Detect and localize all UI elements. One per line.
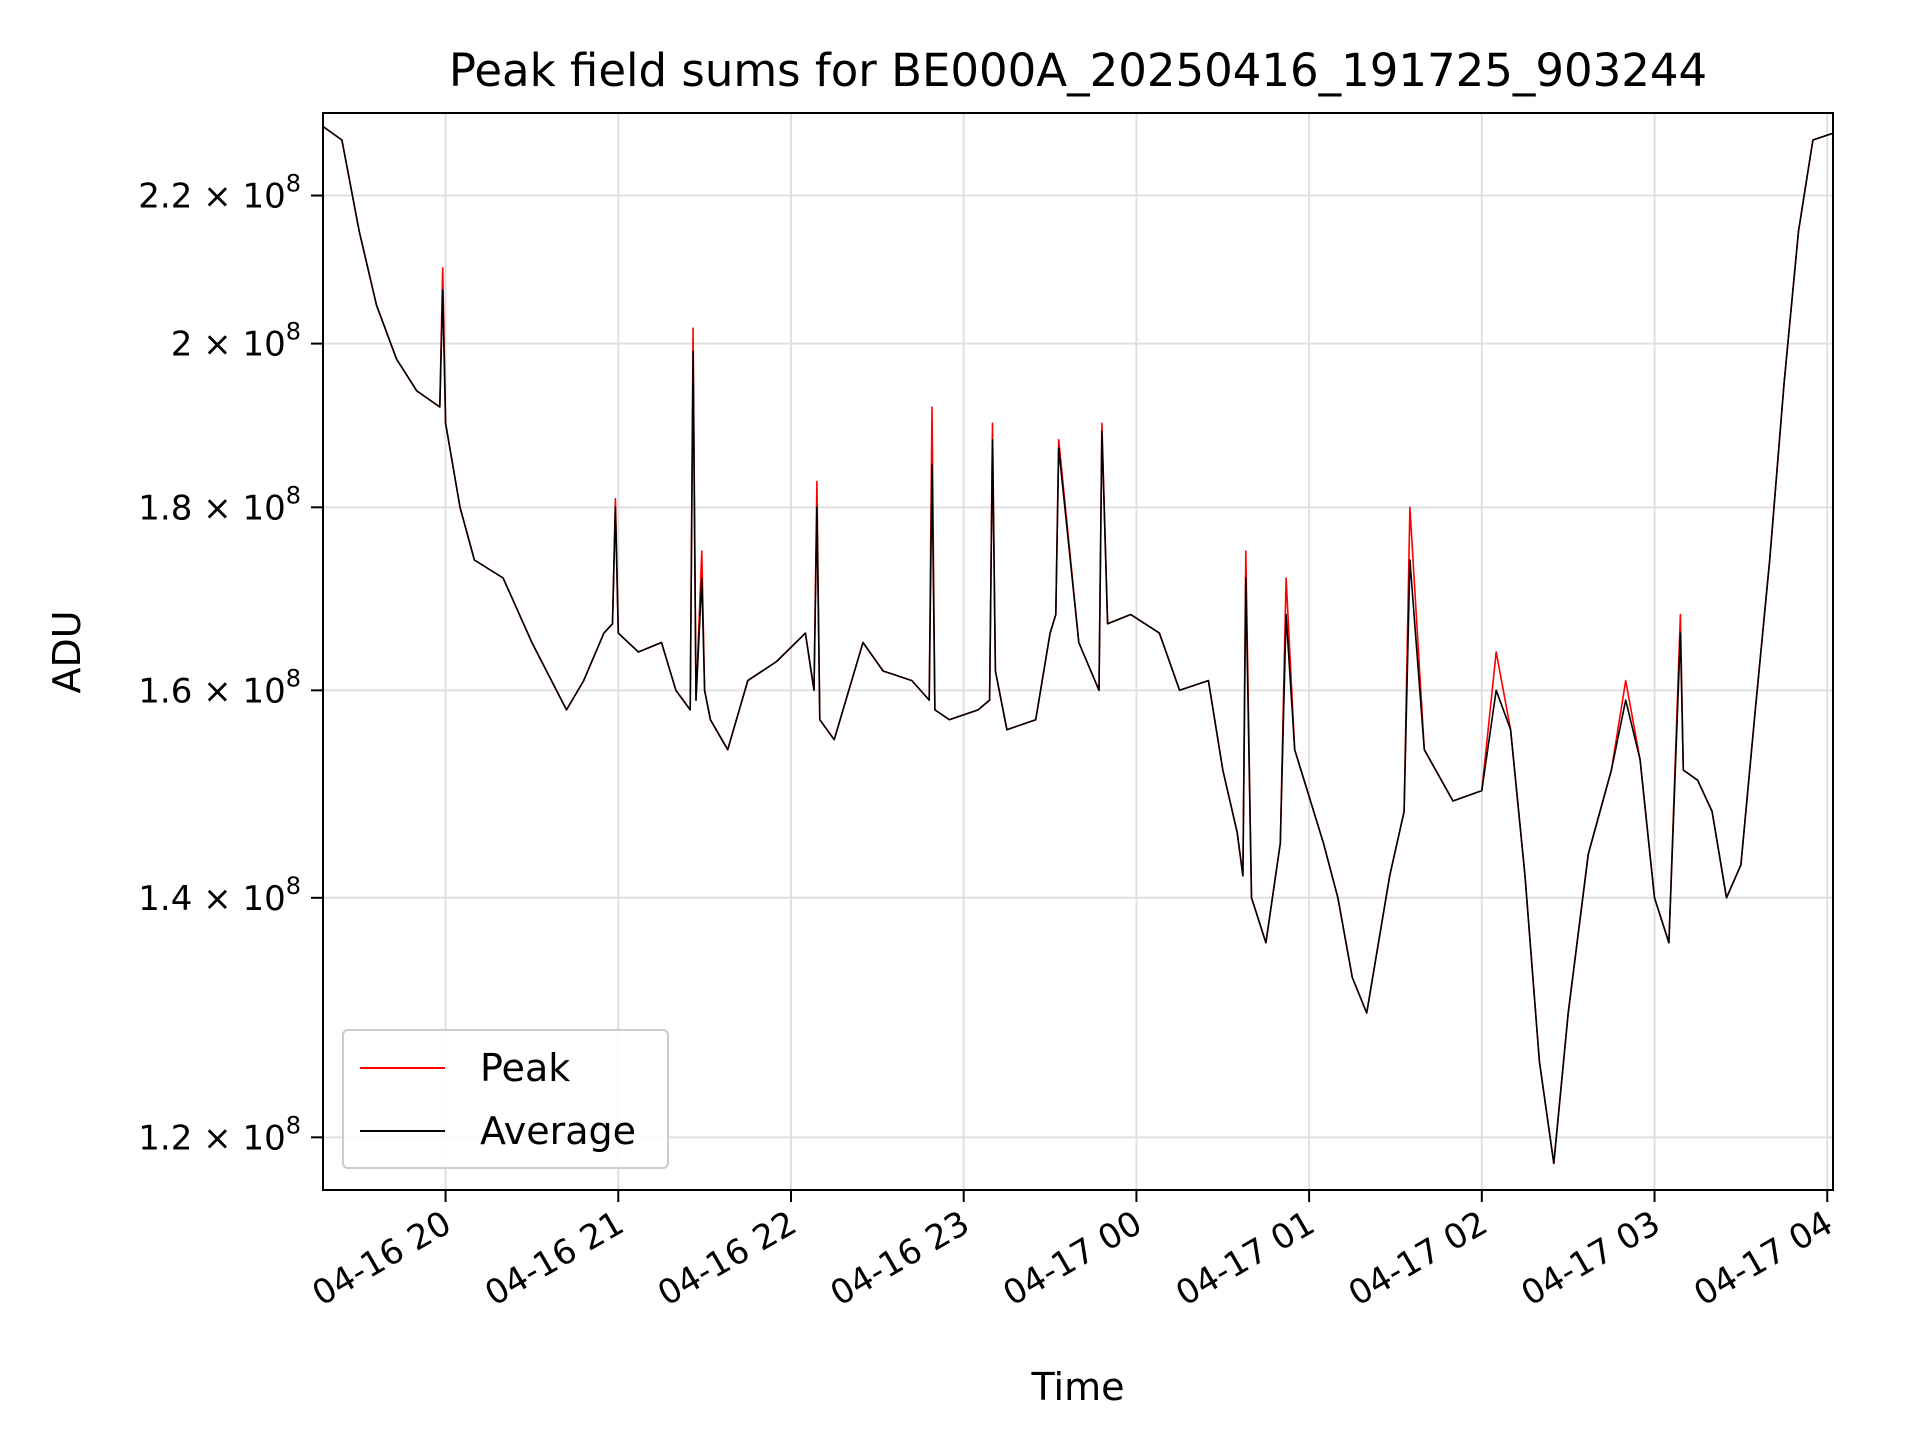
series-layer <box>322 125 1834 1165</box>
series-line-average <box>322 125 1834 1165</box>
y-tick-label: 1.6 × 108 <box>138 664 301 711</box>
y-tick-label: 1.2 × 108 <box>138 1111 301 1158</box>
y-axis-ticks: 1.2 × 108 1.4 × 108 1.6 × 108 1.8 × 108 2 × … <box>138 170 323 1158</box>
grid-lines <box>323 113 1833 1190</box>
x-axis-label: Time <box>1031 1365 1125 1409</box>
legend-label-peak: Peak <box>480 1046 570 1090</box>
plot-frame <box>322 112 1834 1191</box>
y-tick-label: 1.8 × 108 <box>138 481 301 528</box>
legend: Peak Average <box>342 1029 669 1169</box>
y-tick-label: 1.4 × 108 <box>138 872 301 919</box>
legend-label-average: Average <box>480 1109 636 1153</box>
y-tick-label: 2.2 × 108 <box>138 170 301 217</box>
y-tick-label: 2 × 108 <box>171 318 301 365</box>
chart-title: Peak field sums for BE000A_20250416_1917… <box>449 44 1707 97</box>
legend-box <box>342 1029 669 1169</box>
y-axis-label: ADU <box>45 610 89 693</box>
